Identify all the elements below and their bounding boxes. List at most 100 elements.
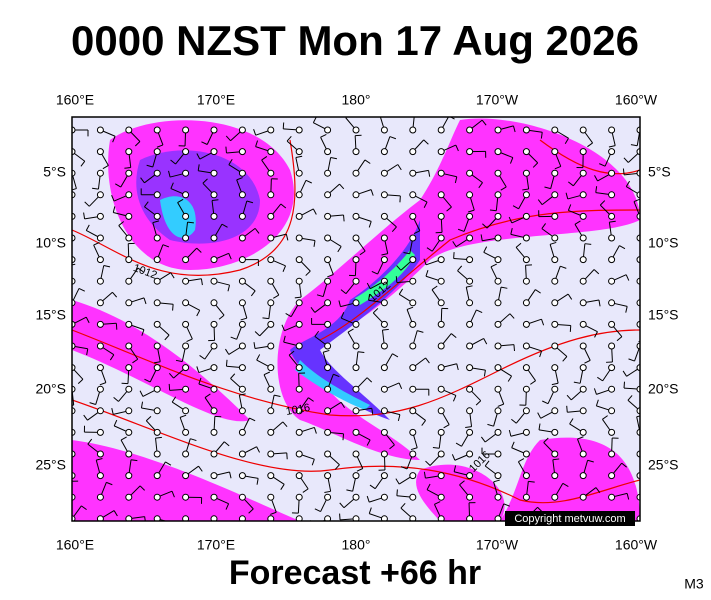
barb-station	[295, 493, 303, 501]
barb-feather	[262, 317, 269, 320]
barb-feather	[457, 228, 465, 232]
barb-feather	[152, 220, 160, 224]
barb-staff	[639, 452, 640, 454]
barb-station	[153, 428, 161, 436]
barb-station	[579, 256, 587, 264]
barb-feather	[446, 206, 452, 212]
barb-station	[182, 342, 190, 350]
barb-station	[182, 320, 190, 328]
barb-station	[522, 234, 530, 242]
barb-station	[153, 234, 161, 242]
barb-feather	[305, 179, 312, 184]
barb-station	[522, 277, 530, 285]
barb-feather	[389, 136, 397, 140]
barb-station	[380, 299, 388, 307]
barb-feather	[372, 308, 379, 314]
barb-station	[238, 169, 246, 177]
barb-station	[380, 385, 388, 393]
barb-feather	[274, 394, 281, 397]
barb-station	[608, 428, 616, 436]
barb-feather	[144, 378, 151, 383]
barb-station	[153, 277, 161, 285]
barb-station	[409, 472, 417, 480]
barb-feather	[342, 433, 345, 441]
barb-station	[437, 515, 445, 521]
barb-station	[182, 169, 190, 177]
barb-feather	[334, 464, 340, 470]
barb-feather	[619, 245, 626, 250]
barb-station	[608, 191, 616, 199]
barb-station	[324, 428, 332, 436]
barb-feather	[283, 335, 286, 343]
barb-station	[182, 148, 190, 156]
barb-station	[352, 428, 360, 436]
barb-station	[466, 472, 474, 480]
barb-station	[494, 126, 502, 134]
barb-feather	[595, 186, 598, 193]
barb-feather	[528, 480, 535, 483]
barb-feather	[254, 331, 261, 337]
barb-feather	[58, 421, 63, 424]
barb-feather	[170, 159, 176, 165]
barb-station	[466, 148, 474, 156]
barb-station	[579, 450, 587, 458]
barb-feather	[425, 270, 429, 277]
barb-station	[409, 148, 417, 156]
barb-feather	[584, 243, 592, 245]
barb-station	[125, 342, 133, 350]
barb-station	[96, 515, 104, 521]
barb-station	[153, 169, 161, 177]
barb-station	[579, 169, 587, 177]
barb-feather	[228, 253, 232, 260]
barb-feather	[175, 359, 183, 363]
barb-feather	[255, 140, 259, 147]
barb-station	[238, 450, 246, 458]
barb-station	[210, 385, 218, 393]
barb-station	[352, 385, 360, 393]
barb-feather	[512, 205, 519, 210]
barb-feather	[371, 270, 378, 275]
barb-feather	[86, 348, 89, 356]
barb-feather	[423, 139, 429, 145]
barb-feather	[554, 165, 561, 170]
barb-feather	[89, 402, 96, 405]
barb-station	[608, 126, 616, 134]
barb-feather	[280, 484, 285, 490]
barb-feather	[113, 419, 118, 427]
barb-feather	[627, 395, 633, 401]
barb-feather	[398, 382, 403, 390]
isobar	[539, 139, 640, 175]
barb-station	[437, 428, 445, 436]
barb-feather	[633, 198, 640, 203]
barb-station	[352, 256, 360, 264]
barb-station	[182, 299, 190, 307]
barb-station	[608, 256, 616, 264]
barb-station	[409, 428, 417, 436]
barb-station	[608, 342, 616, 350]
barb-feather	[282, 265, 286, 272]
barb-feather	[397, 164, 402, 171]
barb-station	[380, 472, 388, 480]
barb-station	[238, 407, 246, 415]
barb-station	[238, 212, 246, 220]
barb-feather	[573, 381, 581, 384]
barb-station	[267, 169, 275, 177]
barb-station	[182, 450, 190, 458]
barb-station	[551, 277, 559, 285]
barb-station	[324, 234, 332, 242]
barb-station	[352, 191, 360, 199]
barb-feather	[112, 206, 116, 213]
barb-station	[295, 126, 303, 134]
rain-area	[295, 360, 370, 410]
barb-station	[409, 320, 417, 328]
barb-feather	[593, 388, 597, 395]
rain-area	[416, 464, 505, 521]
barb-station	[324, 472, 332, 480]
barb-station	[437, 234, 445, 242]
barb-station	[352, 364, 360, 372]
barb-feather	[310, 307, 316, 313]
barb-feather	[171, 396, 177, 403]
barb-station	[466, 234, 474, 242]
barb-station	[153, 342, 161, 350]
